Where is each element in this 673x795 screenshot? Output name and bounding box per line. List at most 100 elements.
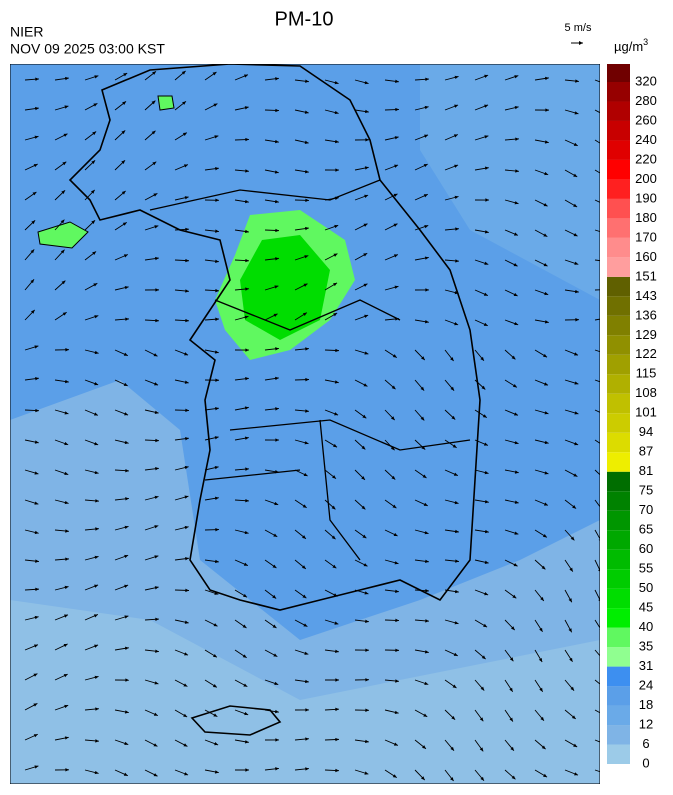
wind-arrow-head: [245, 137, 249, 142]
wind-arrow-head: [574, 381, 579, 385]
wind-arrow-head: [244, 711, 249, 716]
wind-arrow-head: [422, 474, 427, 478]
wind-arrow-head: [599, 509, 600, 510]
wind-arrow-head: [365, 138, 369, 142]
wind-arrow-head: [543, 263, 548, 267]
colorbar-segment: [607, 705, 630, 726]
wind-arrow-head: [155, 617, 159, 622]
wind-arrow-head: [334, 80, 339, 85]
wind-arrow-head: [305, 409, 309, 413]
colorbar-label: 190: [635, 190, 657, 205]
wind-arrow-head: [184, 652, 189, 656]
wind-arrow-head: [304, 169, 309, 174]
wind-arrow-head: [63, 133, 68, 137]
wind-arrow-head: [390, 416, 395, 421]
wind-arrow-head: [514, 531, 519, 535]
wind-arrow-head: [542, 534, 547, 538]
colorbar-segment: [607, 530, 630, 550]
colorbar-segment: [607, 179, 630, 199]
wind-arrow-head: [364, 351, 369, 355]
wind-arrow-head: [391, 385, 396, 390]
wind-arrow-head: [64, 500, 69, 505]
wind-arrow-head: [420, 386, 425, 391]
wind-arrow-head: [64, 736, 69, 740]
wind-arrow-head: [91, 160, 96, 165]
wind-arrow-head: [34, 765, 39, 769]
wind-arrow-head: [604, 772, 608, 775]
wind-arrow-head: [214, 496, 219, 500]
wind-arrow-head: [484, 560, 489, 564]
wind-arrow-head: [395, 589, 399, 593]
wind-arrow-head: [215, 406, 219, 411]
wind-arrow-head: [483, 292, 488, 296]
wind-arrow-head: [214, 135, 219, 139]
wind-arrow: [594, 139, 600, 144]
colorbar-segment: [607, 491, 630, 511]
wind-arrow-head: [273, 313, 278, 317]
wind-arrow-head: [574, 772, 579, 776]
wind-arrow-head: [125, 497, 129, 501]
wind-arrow-head: [545, 76, 549, 81]
wind-arrow-head: [425, 288, 429, 292]
colorbar-label: 240: [635, 132, 657, 147]
wind-arrow-head: [64, 585, 69, 590]
wind-arrow-head: [272, 564, 277, 569]
wind-arrow-head: [335, 707, 339, 712]
colorbar-label: 70: [639, 502, 653, 517]
wind-arrow-head: [393, 193, 398, 197]
wind-arrow-head: [544, 140, 549, 144]
wind-arrow-head: [272, 594, 277, 599]
wind-arrow-head: [454, 290, 459, 295]
wind-arrow-head: [335, 678, 339, 682]
wind-arrow-head: [484, 74, 489, 78]
wind-arrow-head: [245, 287, 249, 291]
wind-arrow-head: [34, 440, 39, 444]
wind-arrow-head: [245, 467, 249, 471]
wind-arrow-head: [333, 253, 338, 257]
wind-arrow-head: [455, 529, 459, 534]
wind-arrow-head: [90, 189, 95, 194]
wind-arrow-head: [484, 104, 489, 108]
wind-arrow-head: [364, 314, 369, 319]
wind-arrow-head: [334, 196, 339, 200]
wind-arrow-head: [424, 681, 429, 685]
wind-arrow-head: [94, 470, 99, 475]
wind-arrow-head: [62, 161, 67, 166]
wind-arrow-head: [153, 353, 158, 357]
wind-arrow-head: [450, 746, 455, 751]
wind-arrow-head: [184, 620, 189, 624]
wind-arrow-head: [64, 441, 69, 446]
wind-arrow-head: [543, 502, 548, 506]
wind-arrow-head: [539, 627, 543, 632]
wind-arrow-head: [121, 160, 126, 165]
agency: NIER: [10, 24, 43, 40]
wind-arrow-head: [451, 415, 456, 420]
colorbar-label: 35: [639, 639, 653, 654]
wind-arrow: [594, 109, 600, 114]
wind-arrow-head: [124, 710, 129, 714]
pollution-spot: [37, 221, 89, 249]
wind-arrow-head: [213, 103, 218, 107]
wind-arrow-head: [64, 471, 69, 476]
wind-arrow-head: [184, 352, 189, 356]
wind-arrow-head: [244, 530, 249, 535]
wind-arrow-head: [365, 648, 369, 652]
wind-arrow-head: [453, 652, 458, 656]
wind-arrow-head: [393, 223, 398, 227]
colorbar-segment: [607, 452, 630, 472]
colorbar-label: 81: [639, 463, 653, 478]
colorbar-label: 0: [642, 755, 649, 770]
wind-arrow-head: [244, 199, 249, 204]
wind-arrow-head: [361, 476, 365, 480]
wind-arrow-head: [453, 134, 458, 138]
wind-arrow-head: [393, 254, 398, 258]
wind-arrow: [594, 169, 600, 174]
unit-superscript: 3: [643, 37, 648, 47]
wind-arrow-head: [512, 384, 517, 388]
wind-arrow-head: [304, 110, 309, 114]
wind-arrow-head: [573, 173, 578, 177]
colorbar-segment: [607, 744, 630, 764]
colorbar-label: 115: [636, 366, 657, 381]
wind-arrow-head: [334, 110, 339, 115]
wind-arrow-head: [540, 597, 544, 601]
